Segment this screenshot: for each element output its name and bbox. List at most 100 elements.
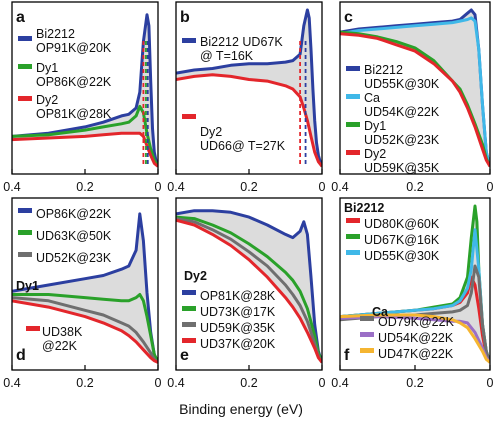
panel-letter-f: f xyxy=(344,347,350,364)
plot-area-a xyxy=(12,13,158,168)
plot-area-c xyxy=(340,8,490,168)
group-label-f-4: Ca xyxy=(372,305,389,319)
tick-label-c-2: 0 xyxy=(487,180,494,194)
panel-e: 0.4 0.2 0 e Dy2 OP81K@28K UD73K@17K UD59K@35K UD… xyxy=(167,197,326,390)
legend-swatch-d-0 xyxy=(18,208,32,213)
tick-label-c-1: 0.2 xyxy=(406,180,423,194)
legend-swatch-a-0 xyxy=(18,36,32,41)
legend-swatch-e-2 xyxy=(182,322,196,327)
legend-swatch-d-2 xyxy=(18,252,32,257)
series-line-e-0 xyxy=(176,209,322,363)
legend-entry-f-3: OD79K@22K xyxy=(378,315,455,329)
legend-entry-b-1: Dy2 UD66@ T=27K xyxy=(200,125,286,153)
legend-swatch-d-1 xyxy=(18,230,32,235)
legend-swatch-d-3 xyxy=(26,326,40,331)
panel-letter-b: b xyxy=(180,9,190,26)
shaded-region-f xyxy=(340,206,490,363)
panel-letter-a: a xyxy=(16,9,25,26)
plot-area-b xyxy=(176,8,322,168)
legend-swatch-f-5 xyxy=(360,348,374,353)
legend-entry-e-3: UD37K@20K xyxy=(200,337,276,351)
plot-area-d xyxy=(12,212,158,364)
series-line-a-1 xyxy=(12,104,158,168)
legend-entry-c-0: Bi2212 UD55K@30K xyxy=(364,63,440,91)
series-line-f-5 xyxy=(340,313,490,364)
legend-swatch-e-0 xyxy=(182,290,196,295)
series-line-b-0 xyxy=(176,8,322,167)
panel-a: 0.4 0.2 0 a Bi2212 OP91K@20K Dy1 OP86K@22K Dy2 OP… xyxy=(3,1,162,194)
series-line-e-1 xyxy=(176,215,322,363)
panel-letter-c: c xyxy=(344,9,353,26)
series-line-e-2 xyxy=(176,217,322,364)
legend-entry-c-3: Dy2 UD59K@35K xyxy=(364,147,440,175)
tick-label-b-2: 0 xyxy=(319,180,326,194)
legend-entry-e-2: UD59K@35K xyxy=(200,321,276,335)
legend-swatch-f-2 xyxy=(346,250,360,255)
legend-swatch-f-3 xyxy=(360,316,374,321)
legend-swatch-c-3 xyxy=(346,150,360,155)
tick-label-d-2: 0 xyxy=(155,376,162,390)
legend-swatch-a-1 xyxy=(18,64,32,69)
legend-entry-a-2: Dy2 OP81K@28K xyxy=(36,93,112,121)
tick-label-e-2: 0 xyxy=(319,376,326,390)
legend-entry-d-2: UD52K@23K xyxy=(36,251,112,265)
legend-swatch-c-1 xyxy=(346,94,360,99)
panel-d: 0.4 0.2 0 d OP86K@22K UD63K@50K UD52K@23K Dy1 UD… xyxy=(3,197,162,390)
series-line-d-2 xyxy=(12,296,158,364)
legend-swatch-f-0 xyxy=(346,218,360,223)
legend-entry-e-0: OP81K@28K xyxy=(200,289,276,303)
legend-entry-f-2: UD55K@30K xyxy=(364,249,440,263)
series-line-d-3 xyxy=(12,299,158,364)
series-line-a-2 xyxy=(12,131,158,168)
series-line-b-1 xyxy=(176,73,322,168)
legend-swatch-f-1 xyxy=(346,234,360,239)
tick-label-e-1: 0.2 xyxy=(240,376,257,390)
shaded-region-a xyxy=(12,14,158,167)
tick-label-d-1: 0.2 xyxy=(76,376,93,390)
legend-entry-d-1: UD63K@50K xyxy=(36,229,112,243)
tick-label-d-0: 0.4 xyxy=(3,376,20,390)
legend-swatch-b-0 xyxy=(182,38,196,43)
plot-area-e xyxy=(176,209,322,364)
legend-swatch-a-2 xyxy=(18,96,32,101)
legend-swatch-c-2 xyxy=(346,122,360,127)
shaded-region-d xyxy=(12,213,158,363)
legend-entry-a-0: Bi2212 OP91K@20K xyxy=(36,27,112,55)
series-line-a-0 xyxy=(12,13,158,167)
tick-label-f-2: 0 xyxy=(487,376,494,390)
legend-swatch-e-1 xyxy=(182,306,196,311)
legend-entry-c-2: Dy1 UD52K@23K xyxy=(364,119,440,147)
tick-label-e-0: 0.4 xyxy=(167,376,184,390)
group-label-d-3: Dy1 xyxy=(16,279,39,293)
panel-b: 0.4 0.2 0 b Bi2212 UD67K @ T=16K Dy2 UD66@ T=27… xyxy=(167,1,326,194)
tick-label-c-0: 0.4 xyxy=(331,180,348,194)
legend-entry-b-0: Bi2212 UD67K @ T=16K xyxy=(200,35,283,63)
legend-entry-a-1: Dy1 OP86K@22K xyxy=(36,61,112,89)
series-line-c-3 xyxy=(340,32,490,168)
legend-entry-f-0: UD80K@60K xyxy=(364,217,440,231)
legend-entry-f-5: UD47K@22K xyxy=(378,347,454,361)
tick-label-f-0: 0.4 xyxy=(331,376,348,390)
series-line-e-3 xyxy=(176,218,322,364)
panel-f: 0.4 0.2 0 f Bi2212 UD80K@60K UD67K@16K UD55K@30… xyxy=(331,197,494,390)
group-label-f-0: Bi2212 xyxy=(344,201,384,215)
legend-entry-c-1: Ca UD54K@22K xyxy=(364,91,440,119)
shaded-region-e xyxy=(176,210,322,363)
panel-letter-e: e xyxy=(180,347,189,364)
tick-label-f-1: 0.2 xyxy=(406,376,423,390)
legend-swatch-c-0 xyxy=(346,66,360,71)
legend-entry-f-1: UD67K@16K xyxy=(364,233,440,247)
tick-label-a-1: 0.2 xyxy=(76,180,93,194)
legend-entry-d-3: UD38K @22K xyxy=(42,325,83,353)
series-line-c-1 xyxy=(340,16,490,167)
tick-label-a-2: 0 xyxy=(155,180,162,194)
plot-area-f xyxy=(340,204,490,364)
legend-swatch-b-1 xyxy=(182,114,196,119)
panel-letter-d: d xyxy=(16,347,26,364)
legend-entry-f-4: UD54K@22K xyxy=(378,331,454,345)
legend-entry-e-1: UD73K@17K xyxy=(200,305,276,319)
legend-swatch-f-4 xyxy=(360,332,374,337)
tick-label-b-0: 0.4 xyxy=(167,180,184,194)
group-label-e-0: Dy2 xyxy=(184,269,207,283)
